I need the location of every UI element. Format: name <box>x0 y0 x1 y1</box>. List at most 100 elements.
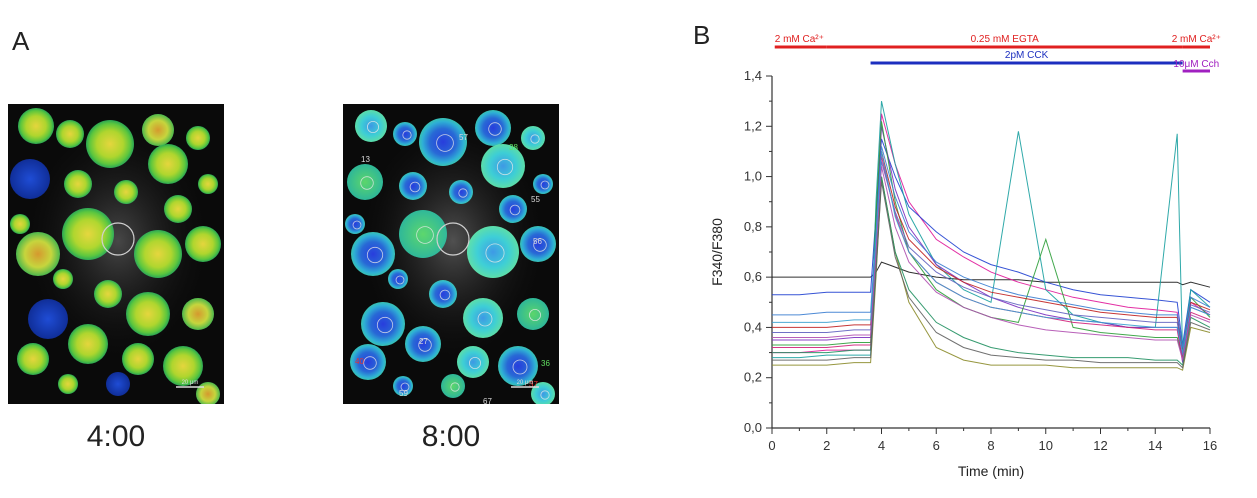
cell-blob <box>10 159 50 199</box>
cell-blob <box>405 326 441 362</box>
cell-id-label: 40 <box>355 357 364 366</box>
cell-blob <box>164 195 192 223</box>
cell-blob <box>142 114 174 146</box>
trace-line-15 <box>772 181 1211 369</box>
y-tick-label: 1,0 <box>744 169 762 184</box>
cell-blob <box>533 174 553 194</box>
cell-blob <box>467 226 519 278</box>
panel-b-letter: B <box>693 20 711 50</box>
x-tick-label: 2 <box>823 438 830 453</box>
cell-blob <box>351 232 395 276</box>
cell-blob <box>361 302 405 346</box>
cell-blob <box>18 108 54 144</box>
cell-id-label: 38 <box>509 143 518 152</box>
trace-line-13 <box>772 166 1211 361</box>
trace-line-4 <box>772 100 1211 359</box>
cell-blob <box>388 269 408 289</box>
trace-line-12 <box>772 161 1211 356</box>
cell-blob <box>517 298 549 330</box>
cell-id-label: 59 <box>399 389 408 398</box>
x-tick-label: 0 <box>768 438 775 453</box>
trace-line-5 <box>772 126 1211 363</box>
cell-blob <box>481 144 525 188</box>
cell-blob <box>520 226 556 262</box>
cell-blob <box>441 374 465 398</box>
y-tick-label: 0,6 <box>744 269 762 284</box>
panel-a-letter: A <box>12 26 30 56</box>
trace-line-14 <box>772 151 1211 353</box>
cell-blob <box>429 280 457 308</box>
y-axis-title: F340/F380 <box>709 218 725 286</box>
trace-line-9 <box>772 146 1211 348</box>
cell-blob <box>498 346 538 386</box>
x-tick-label: 14 <box>1148 438 1162 453</box>
cell-blob <box>475 110 511 146</box>
calcium-trace-chart: 2 mM Ca²⁺ 0.25 mM EGTA 2 mM Ca²⁺ 2pM CCK 10μ… <box>709 34 1221 479</box>
y-tick-label: 0,4 <box>744 319 762 334</box>
cell-id-label: 67 <box>483 397 492 404</box>
x-tick-label: 6 <box>933 438 940 453</box>
cell-blob <box>186 126 210 150</box>
cell-blob <box>134 230 182 278</box>
cell-blob <box>114 180 138 204</box>
cell-blob <box>521 126 545 150</box>
y-tick-label: 0,8 <box>744 219 762 234</box>
time-label-8min: 8:00 <box>421 420 481 453</box>
x-tick-label: 10 <box>1039 438 1053 453</box>
cell-blob <box>182 298 214 330</box>
cell-id-label: 55 <box>531 195 540 204</box>
trace-line-7 <box>772 176 1211 371</box>
cell-blob <box>499 195 527 223</box>
scale-bar-label: 20 μm <box>182 380 199 386</box>
cell-blob <box>106 372 130 396</box>
cell-blob <box>355 110 387 142</box>
cell-id-label: 56 <box>533 237 542 246</box>
y-tick-label: 0,0 <box>744 420 762 435</box>
cell-blob <box>126 292 170 336</box>
x-tick-label: 4 <box>878 438 885 453</box>
trace-line-11 <box>772 176 1211 367</box>
treatment-label-1: 2 mM Ca²⁺ <box>775 34 824 45</box>
scale-bar-label: 20 μm <box>517 380 534 386</box>
x-tick-label: 16 <box>1203 438 1217 453</box>
time-label-4min: 4:00 <box>86 420 146 453</box>
cell-blob <box>56 120 84 148</box>
treatment-label-2: 0.25 mM EGTA <box>971 34 1039 45</box>
cell-id-label: 36 <box>541 359 550 368</box>
micrograph-8min: 57 13 55 56 40 27 59 67 37 36 38 20 μm <box>343 104 559 404</box>
cell-blob <box>94 280 122 308</box>
cell-blob <box>185 226 221 262</box>
cell-blob <box>163 346 203 386</box>
treatment-label-5: 10μM Cch <box>1173 59 1219 70</box>
x-tick-label: 8 <box>987 438 994 453</box>
cell-blob <box>393 122 417 146</box>
treatment-label-3: 2 mM Ca²⁺ <box>1172 34 1221 45</box>
trace-line-3 <box>772 138 1211 346</box>
cell-blob <box>53 269 73 289</box>
trace-line-1 <box>772 261 1211 288</box>
cell-blob <box>419 118 467 166</box>
cell-id-label: 57 <box>459 133 468 142</box>
cell-id-label: 27 <box>419 337 428 346</box>
treatment-label-4: 2pM CCK <box>1005 50 1049 61</box>
cell-blob <box>345 214 365 234</box>
cell-blob <box>347 164 383 200</box>
cell-blob <box>58 374 78 394</box>
cell-blob <box>64 170 92 198</box>
trace-line-10 <box>772 156 1211 361</box>
x-tick-label: 12 <box>1093 438 1107 453</box>
cell-blob <box>62 208 114 260</box>
y-tick-label: 0,2 <box>744 370 762 385</box>
cell-blob <box>399 210 447 258</box>
cell-blob <box>457 346 489 378</box>
cell-blob <box>10 214 30 234</box>
cell-blob <box>68 324 108 364</box>
cell-blob <box>148 144 188 184</box>
cell-id-label: 37 <box>529 380 538 389</box>
y-tick-label: 1,2 <box>744 118 762 133</box>
trace-line-8 <box>772 151 1211 353</box>
cell-blob <box>449 180 473 204</box>
cell-id-label: 13 <box>361 155 370 164</box>
y-tick-label: 1,4 <box>744 68 762 83</box>
x-axis-title: Time (min) <box>958 463 1024 479</box>
